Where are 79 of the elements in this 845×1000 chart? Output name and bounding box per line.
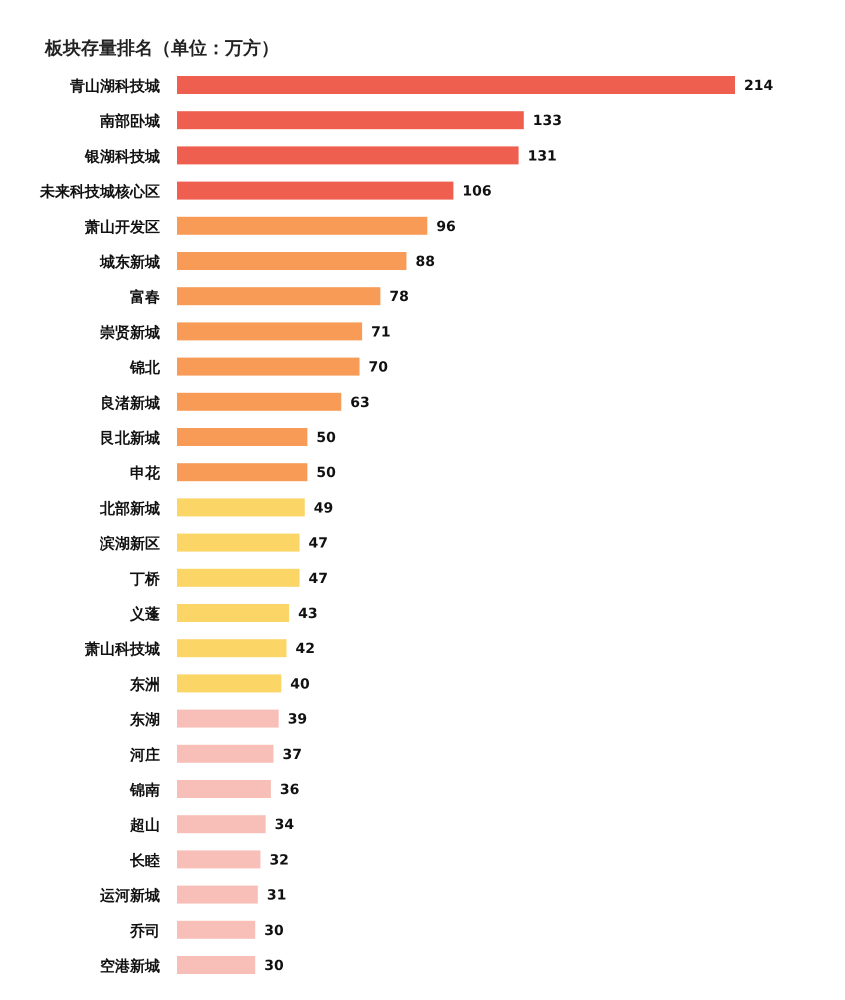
data-label: 131 [528,148,557,164]
bar [177,146,519,164]
bar [177,920,256,939]
bar [177,287,380,306]
data-label: 214 [744,78,774,94]
y-tick-label: 锦北 [129,358,161,377]
bar [177,744,274,763]
bar [177,76,735,94]
bar [177,428,308,446]
bar [177,850,260,868]
bar [177,216,428,235]
data-label: 49 [314,500,334,516]
data-label: 47 [308,570,328,587]
y-tick-label: 萧山开发区 [84,218,160,236]
y-tick-label: 东洲 [129,675,160,694]
data-label: 70 [368,360,388,376]
bar [177,358,360,376]
data-label: 32 [269,852,289,868]
y-tick-label: 艮北新城 [100,429,160,447]
bar [177,886,258,904]
data-label: 36 [280,782,300,798]
y-tick-label: 超山 [129,816,160,834]
y-tick-label: 空港新城 [100,957,160,975]
data-label: 50 [316,465,336,482]
y-tick-label: 义蓬 [129,605,160,623]
y-tick-label: 未来科技城核心区 [39,182,160,201]
y-tick-label: 良渚新城 [100,394,160,412]
data-label: 30 [264,922,284,939]
data-label: 30 [264,958,284,974]
bar [177,604,290,622]
bar [177,322,362,340]
y-tick-label: 南部卧城 [99,112,160,130]
y-tick-label: 长睦 [129,851,160,870]
bar [177,674,282,692]
data-label: 40 [290,676,310,692]
y-tick-label: 乔司 [129,922,160,940]
data-label: 43 [298,606,318,622]
data-label: 50 [316,430,336,446]
y-tick-label: 崇贤新城 [99,323,160,342]
y-tick-label: 城东新城 [99,253,160,271]
bar [177,534,300,552]
data-label: 47 [308,536,328,552]
y-tick-label: 运河新城 [99,886,160,905]
bar [177,568,300,587]
bar [177,463,308,482]
bar [177,182,454,200]
bar [177,392,342,411]
y-tick-label: 北部新城 [99,499,160,518]
bar [177,252,406,270]
data-label: 71 [371,324,391,340]
data-label: 34 [274,817,294,834]
data-label: 133 [532,113,562,130]
data-label: 78 [389,289,409,306]
y-tick-label: 富春 [130,288,160,306]
bar [177,111,524,130]
bar [177,780,271,798]
chart-title: 板块存量排名（单位：万方） [44,38,279,59]
y-tick-label: 银湖科技城 [84,147,160,166]
bar [177,639,287,658]
data-label: 39 [288,712,308,728]
bar [177,956,256,974]
y-tick-label: 丁桥 [129,570,161,588]
y-tick-label: 河庄 [129,746,160,764]
data-label: 31 [266,888,286,904]
bar [177,498,305,516]
data-label: 63 [350,394,370,411]
data-label: 42 [296,641,315,658]
data-label: 37 [282,746,302,763]
y-tick-label: 滨湖新区 [99,534,160,553]
y-tick-label: 锦南 [129,781,160,799]
data-label: 88 [415,254,435,270]
y-tick-label: 青山湖科技城 [69,77,160,95]
y-tick-label: 申花 [130,464,161,482]
y-tick-label: 东湖 [129,710,160,729]
data-label: 96 [436,218,456,235]
data-label: 106 [462,184,492,200]
bar [177,815,266,834]
bar [177,710,279,728]
y-tick-label: 萧山科技城 [84,640,160,658]
